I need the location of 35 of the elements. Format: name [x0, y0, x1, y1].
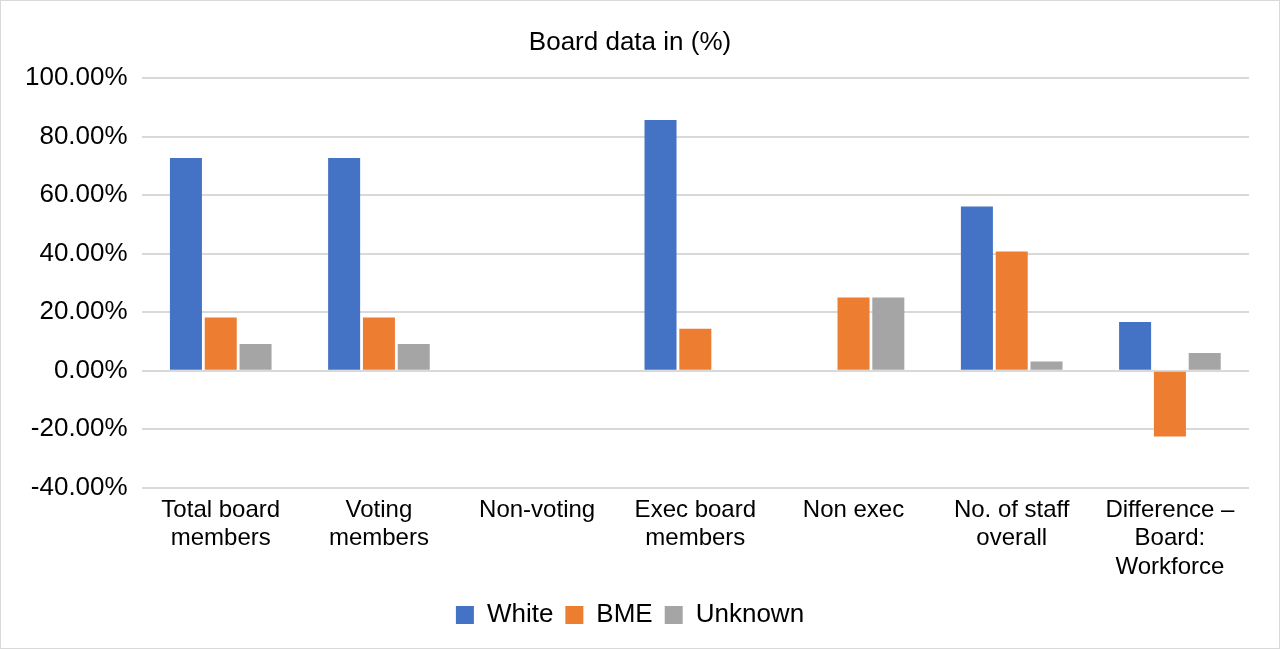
x-tick-label: Total board members: [161, 494, 281, 551]
bar: [239, 344, 272, 370]
bar: [837, 297, 870, 370]
bar: [362, 317, 395, 370]
y-tick-label: 40.00%: [39, 236, 128, 267]
x-tick-label: Non exec: [802, 494, 905, 522]
x-tick-label: Exec board members: [634, 494, 757, 551]
y-tick-label: 0.00%: [53, 353, 128, 384]
bar: [1030, 361, 1063, 370]
bar: [1119, 322, 1152, 370]
y-tick-label: 20.00%: [39, 295, 128, 326]
y-tick-label: 100.00%: [24, 61, 128, 92]
bar: [872, 297, 905, 370]
bar: [995, 251, 1028, 370]
bar: [204, 317, 237, 370]
legend-label: BME: [596, 598, 653, 629]
y-tick-label: -40.00%: [30, 470, 128, 501]
x-tick-label: Difference – Board: Workforce: [1105, 494, 1236, 580]
x-tick-label: Non-voting: [479, 494, 596, 522]
y-tick-label: -20.00%: [30, 412, 128, 443]
x-tick-label: No. of staff overall: [953, 494, 1070, 551]
bar: [169, 158, 202, 370]
legend-label: Unknown: [695, 598, 805, 629]
y-tick-label: 80.00%: [39, 119, 128, 150]
bar: [1188, 353, 1221, 370]
bar: [328, 158, 361, 370]
chart-title: Board data in (%): [528, 25, 732, 56]
bar: [960, 206, 993, 370]
y-tick-label: 60.00%: [39, 178, 128, 209]
bar: [1153, 371, 1186, 437]
legend-label: White: [486, 598, 554, 629]
bar: [397, 344, 430, 370]
bar: [644, 120, 677, 370]
x-tick-label: Voting members: [328, 494, 429, 551]
bar: [679, 328, 712, 370]
